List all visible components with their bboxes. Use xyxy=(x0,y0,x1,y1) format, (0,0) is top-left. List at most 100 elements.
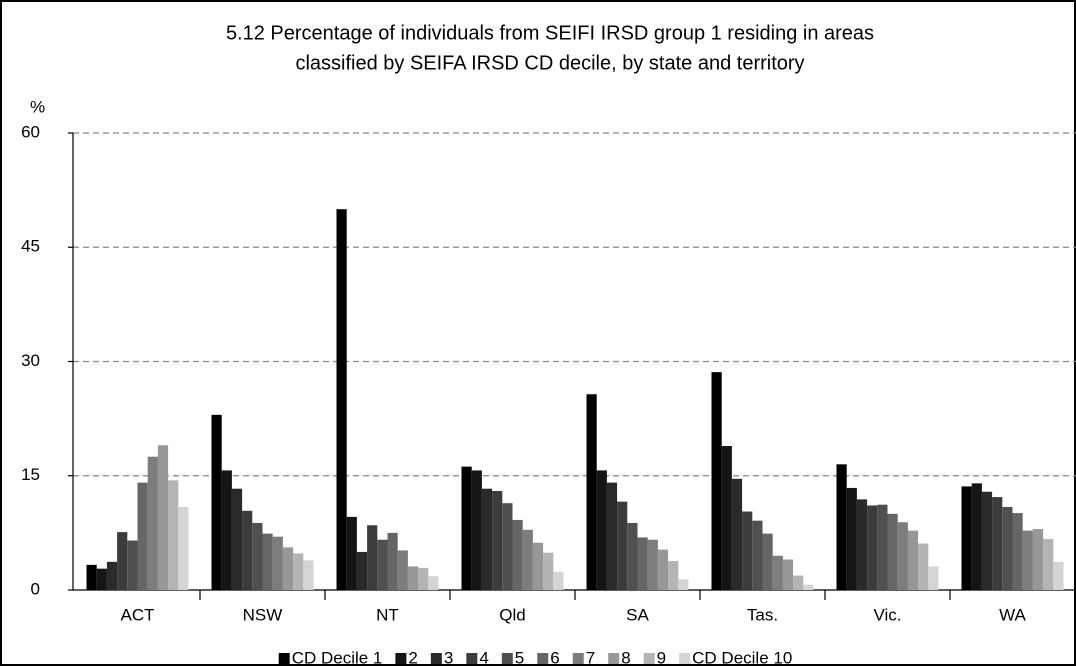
legend-swatch xyxy=(608,653,620,664)
bar xyxy=(492,490,503,590)
bar xyxy=(418,567,429,590)
x-tick-label: Tas. xyxy=(747,605,778,624)
bar xyxy=(127,540,138,590)
chart-title: classified by SEIFA IRSD CD decile, by s… xyxy=(295,52,804,74)
bar xyxy=(96,568,107,590)
bar xyxy=(387,532,398,590)
bar xyxy=(502,503,513,590)
bar xyxy=(981,491,993,590)
bar xyxy=(867,505,878,590)
bar xyxy=(168,480,179,590)
bar xyxy=(793,575,804,590)
bar xyxy=(907,530,919,590)
bar xyxy=(221,470,232,590)
bar xyxy=(897,522,908,590)
bar xyxy=(231,488,243,590)
x-tick-label: WA xyxy=(999,605,1026,624)
legend-label: CD Decile 1 xyxy=(292,648,383,666)
legend-label: 8 xyxy=(621,648,630,666)
bar xyxy=(471,470,482,590)
bar xyxy=(836,464,847,590)
legend-swatch xyxy=(643,653,655,664)
legend-swatch xyxy=(501,653,513,664)
legend-label: 5 xyxy=(515,648,524,666)
bar xyxy=(1012,513,1023,590)
bar xyxy=(106,561,118,590)
bar xyxy=(647,539,658,590)
y-tick-label: 45 xyxy=(21,237,40,256)
legend-swatch xyxy=(430,653,442,664)
legend-swatch xyxy=(572,653,584,664)
bar xyxy=(512,519,523,590)
bar xyxy=(992,497,1003,590)
bar xyxy=(252,522,263,590)
bar xyxy=(961,486,972,590)
bar xyxy=(553,571,564,590)
bar xyxy=(356,551,368,590)
bar xyxy=(157,445,169,590)
legend-label: 2 xyxy=(408,648,417,666)
bar xyxy=(678,579,689,590)
bar xyxy=(242,510,253,590)
bar xyxy=(481,488,493,590)
legend-swatch xyxy=(537,653,549,664)
x-tick-label: NSW xyxy=(243,605,283,624)
bar xyxy=(887,513,898,590)
legend-swatch xyxy=(278,653,290,664)
bar xyxy=(971,483,982,590)
legend-swatch xyxy=(466,653,478,664)
bar xyxy=(877,504,888,590)
y-tick-label: 60 xyxy=(21,122,40,141)
bar xyxy=(303,560,314,590)
bar xyxy=(346,516,357,590)
bar xyxy=(428,576,439,590)
bar xyxy=(522,529,533,590)
bar xyxy=(731,478,743,590)
bar xyxy=(1002,506,1013,590)
y-tick-label: 0 xyxy=(31,579,40,598)
bar xyxy=(856,499,868,590)
bar xyxy=(752,520,763,590)
bar xyxy=(928,566,939,590)
bar xyxy=(117,532,128,590)
bar xyxy=(211,414,222,590)
bar xyxy=(532,542,544,590)
y-tick-label: 15 xyxy=(21,465,40,484)
y-unit: % xyxy=(30,97,45,116)
bar xyxy=(762,533,773,590)
legend-label: CD Decile 10 xyxy=(692,648,792,666)
bar xyxy=(336,209,347,590)
x-tick-label: ACT xyxy=(121,605,155,624)
bar xyxy=(543,552,554,590)
bar xyxy=(1053,561,1064,590)
bar xyxy=(918,543,929,590)
legend-label: 7 xyxy=(586,648,595,666)
bar xyxy=(606,482,618,590)
bar xyxy=(397,550,408,590)
legend-label: 4 xyxy=(479,648,488,666)
bar xyxy=(137,482,148,590)
bar xyxy=(461,466,472,590)
bar xyxy=(617,501,628,590)
legend-label: 9 xyxy=(657,648,666,666)
bar xyxy=(637,537,648,590)
bar xyxy=(407,566,419,590)
bar xyxy=(293,553,304,590)
legend-swatch xyxy=(679,653,691,664)
bar xyxy=(282,547,294,590)
bar xyxy=(178,506,189,590)
bar xyxy=(86,564,97,590)
bar xyxy=(711,372,722,590)
x-tick-label: Vic. xyxy=(873,605,901,624)
legend-swatch xyxy=(395,653,407,664)
bar xyxy=(668,561,679,590)
bar xyxy=(846,487,857,590)
bar xyxy=(272,536,283,590)
y-tick-label: 30 xyxy=(21,351,40,370)
bar xyxy=(377,539,388,590)
bar xyxy=(1022,530,1033,590)
bar xyxy=(586,394,597,590)
bar xyxy=(721,446,732,590)
